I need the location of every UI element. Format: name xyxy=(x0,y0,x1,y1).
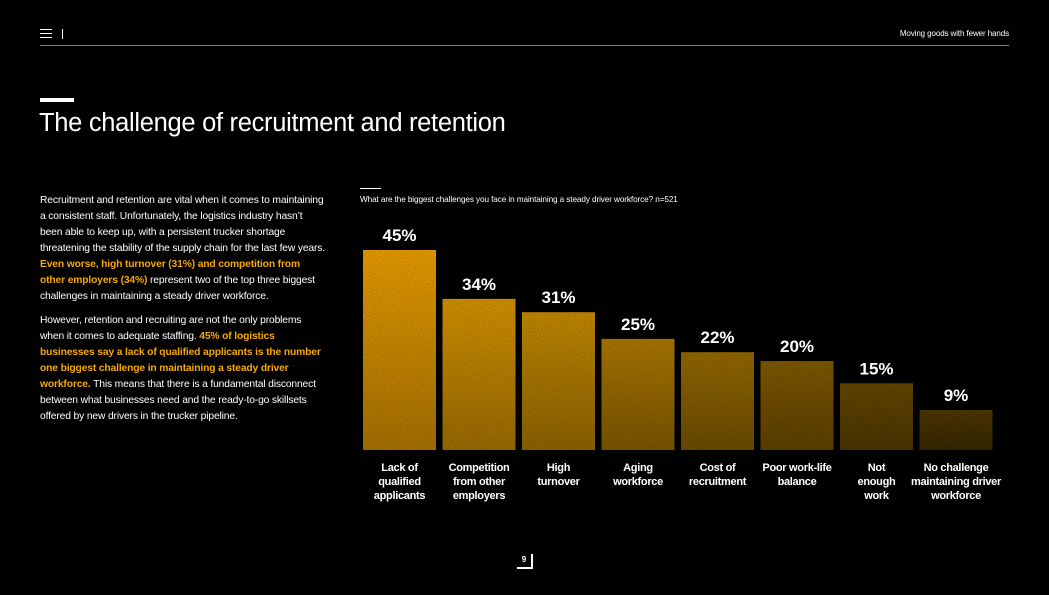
p2-highlight: 45% of logistics businesses say a lack o… xyxy=(40,331,321,390)
category-label-1: Competition from other employers xyxy=(449,462,510,502)
page-number: 9 xyxy=(517,554,533,569)
category-label-6: Not enough work xyxy=(858,462,896,502)
p2-text-end: This means that there is a fundamental d… xyxy=(40,379,316,422)
category-label-3: Aging workforce xyxy=(612,462,663,488)
menu-icon[interactable] xyxy=(40,29,52,38)
p1-text-end: represent two of the top three biggest c… xyxy=(40,275,315,302)
page-title: The challenge of recruitment and retenti… xyxy=(39,109,506,137)
category-label-2: High turnover xyxy=(537,462,580,488)
bar-shade-4 xyxy=(681,352,754,450)
body-text: Recruitment and retention are vital when… xyxy=(40,193,325,433)
value-label-2: 31% xyxy=(541,288,575,307)
p1-highlight: Even worse, high turnover (31%) and comp… xyxy=(40,259,300,286)
question-accent-bar xyxy=(360,188,381,189)
category-label-0: Lack of qualified applicants xyxy=(374,462,426,502)
bar-chart: 45% Lack of qualified applicants 34% Competit… xyxy=(363,226,1002,502)
value-label-7: 9% xyxy=(944,386,969,405)
value-label-4: 22% xyxy=(700,328,734,347)
document-title: Moving goods with fewer hands xyxy=(899,29,1009,38)
page-number-frame xyxy=(517,554,533,569)
top-bar: Moving goods with fewer hands xyxy=(40,26,1009,46)
p1-text: Recruitment and retention are vital when… xyxy=(40,195,325,254)
value-label-3: 25% xyxy=(621,315,655,334)
bar-shade-1 xyxy=(442,298,516,450)
bar-shade-7 xyxy=(919,410,993,450)
bar-shade-2 xyxy=(522,312,595,450)
value-label-5: 20% xyxy=(780,337,814,356)
bar-shade-0 xyxy=(363,250,436,450)
paragraph-1: Recruitment and retention are vital when… xyxy=(40,193,325,305)
value-label-1: 34% xyxy=(462,275,496,294)
title-accent-bar xyxy=(40,98,74,102)
bar-shade-6 xyxy=(840,383,913,450)
p2-text: However, retention and recruiting are no… xyxy=(40,315,302,342)
bar-shade-3 xyxy=(601,338,675,450)
header-divider xyxy=(62,29,63,39)
paragraph-2: However, retention and recruiting are no… xyxy=(40,313,325,425)
header-rule xyxy=(40,45,1009,46)
value-label-6: 15% xyxy=(859,359,893,378)
value-label-0: 45% xyxy=(382,226,416,245)
category-label-7: No challenge maintaining driver workforce xyxy=(911,462,1002,502)
category-label-5: Poor work-life balance xyxy=(762,462,831,488)
bar-shade-5 xyxy=(760,361,834,450)
category-label-4: Cost of recruitment xyxy=(689,462,747,488)
page-number-text: 9 xyxy=(521,555,527,564)
chart-title: What are the biggest challenges you face… xyxy=(360,195,678,204)
